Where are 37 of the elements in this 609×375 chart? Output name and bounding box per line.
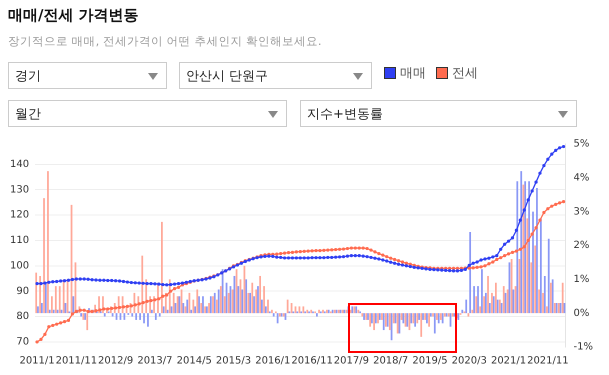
x-tick-label: 2015/3 [216,356,252,367]
y2-tick-label: 3% [574,206,590,218]
text: 지수+변동률 [307,107,383,122]
x-tick-label: 2019/5 [412,356,448,367]
y-tick-label: 100 [10,260,30,272]
y-tick-label: 110 [10,235,30,246]
x-tick-label: 2016/1 [255,356,290,367]
y2-tick-label: 5% [574,138,590,150]
y-tick-label: 70 [16,336,30,348]
x-tick-label: 2011/1 [19,356,55,367]
x-tick-label: 2017/9 [334,356,369,367]
chart-subtitle: 장기적으로 매매, 전세가격이 어떤 추세인지 확인해보세요. [8,34,322,49]
y-tick-label: 90 [16,286,30,297]
x-tick-label: 2011/11 [56,356,98,367]
x-tick-label: 2014/5 [176,356,212,367]
y2-tick-label: 0% [574,308,590,319]
x-tick-label: 2013/7 [137,356,173,367]
text: 경기 [15,69,41,84]
y-tick-label: 120 [10,210,30,221]
chart-title: 매매/전세 가격변동 [8,6,139,25]
y2-tick-label: 2% [574,240,590,252]
x-tick-label: 2018/7 [373,356,408,367]
y-tick-label: 130 [10,184,30,196]
y-tick-label: 80 [16,311,30,322]
x-tick-label: 2016/11 [291,356,333,367]
text: 안산시 단원구 [186,69,268,84]
legend-label: 매매 [400,65,426,82]
y2-tick-label: -1% [574,342,594,353]
y2-tick-label: 1% [574,274,590,285]
x-tick-label: 2012/9 [98,356,134,367]
y2-tick-label: 4% [574,172,590,184]
legend-label: 전세 [452,65,478,82]
x-tick-label: 2021/1 [490,356,526,367]
x-tick-label: 2021/11 [527,356,569,367]
y-tick-label: 140 [10,158,30,170]
x-tick-label: 2020/3 [452,356,487,367]
text: 월간 [15,107,41,122]
